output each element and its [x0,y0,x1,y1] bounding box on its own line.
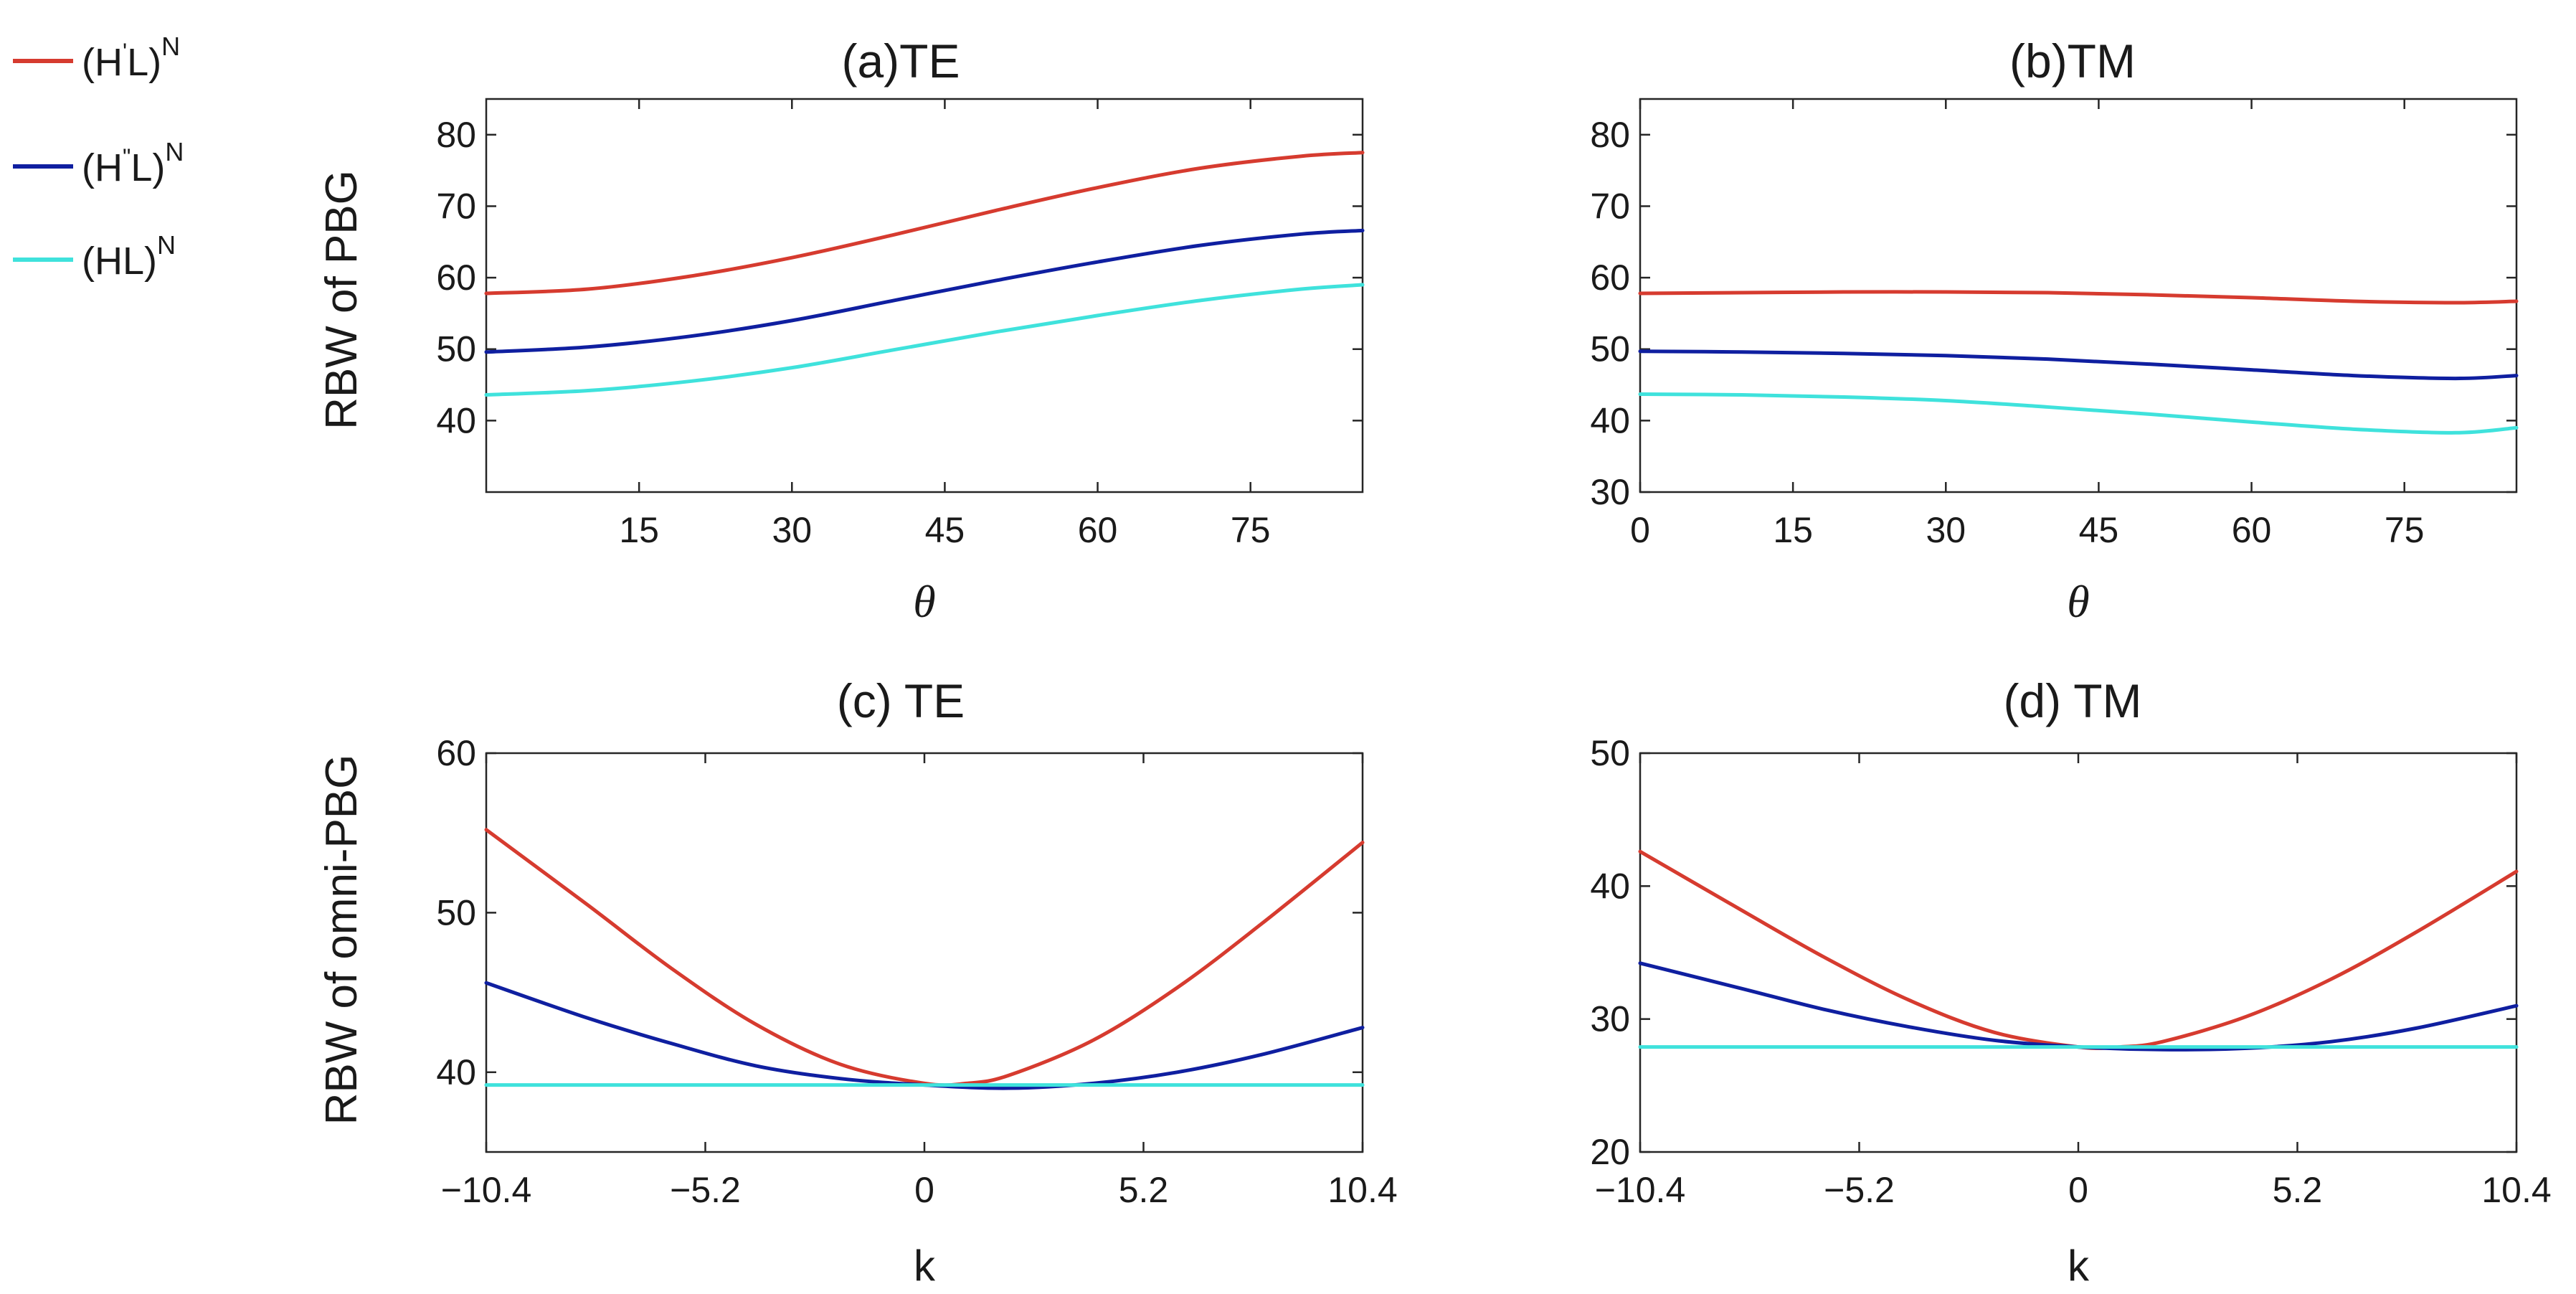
series-line [484,828,1365,1087]
x-tick-label: 15 [1773,510,1813,550]
y-tick-label: 60 [436,733,476,773]
axes-frame [1639,98,2518,493]
y-tick-label: 30 [1590,472,1630,512]
y-tick-label: 50 [436,892,476,932]
y-tick-label: 70 [436,186,476,226]
y-tick-label: 40 [1590,400,1630,440]
y-tick-label: 50 [1590,329,1630,369]
panel-title: (a)TE [842,34,960,88]
x-tick-label: 10.4 [1327,1170,1397,1210]
series-line [484,228,1365,354]
legend-label: (H'L)N [82,32,180,84]
legend-label: (H"L)N [82,137,184,189]
x-tick-label: 0 [1630,510,1650,550]
y-tick-label: 60 [436,258,476,298]
legend: (H'L)N (H"L)N (HL)N [13,32,184,283]
panel-d-tm: (d) TM −10.4 −5.2 0 5.2 10.4 20 30 40 50 k [1590,674,2551,1290]
x-tick-label: −10.4 [441,1170,532,1210]
x-tick-label: 75 [1231,510,1271,550]
series-line [1638,349,2519,381]
x-tick-label: 15 [619,510,659,550]
y-tick-label: 60 [1590,258,1630,298]
x-axis-label: θ [913,576,935,627]
series-line [1638,849,2519,1050]
x-tick-label: 5.2 [2273,1170,2323,1210]
x-tick-label: 30 [1926,510,1966,550]
y-tick-label: 50 [1590,733,1630,773]
x-tick-label: 60 [1078,510,1118,550]
panel-c-te: (c) TE −10.4 −5.2 0 5.2 10.4 40 50 60 k [436,674,1397,1290]
series-line [1638,392,2519,435]
panel-title: (d) TM [2003,674,2141,727]
series-line [484,151,1365,296]
x-tick-label: −5.2 [1824,1170,1895,1210]
x-axis-label: θ [2067,576,2089,627]
axes-frame [1639,752,2518,1153]
ylabel-top: RBW of PBG [317,170,366,430]
x-tick-label: 75 [2385,510,2425,550]
y-tick-label: 20 [1590,1132,1630,1172]
panel-a-te: (a)TE 15 30 45 60 75 40 50 60 70 80 θ [436,34,1365,627]
axes-frame [485,98,1364,493]
x-axis-label: k [2068,1242,2090,1290]
y-tick-label: 80 [436,115,476,155]
y-tick-label: 40 [436,1052,476,1092]
x-tick-label: 10.4 [2481,1170,2551,1210]
legend-label: (HL)N [82,230,176,283]
panel-b-tm: (b)TM 0 15 30 45 60 75 30 40 50 60 70 80 θ [1590,34,2519,627]
x-tick-label: 45 [2079,510,2119,550]
x-tick-label: 60 [2232,510,2272,550]
y-tick-label: 40 [1590,866,1630,906]
y-tick-label: 50 [436,329,476,369]
x-tick-label: −5.2 [670,1170,741,1210]
x-tick-label: 30 [772,510,812,550]
axes-frame [485,752,1364,1153]
y-tick-label: 30 [1590,999,1630,1039]
x-tick-label: 0 [2068,1170,2088,1210]
ylabel-bottom: RBW of omni-PBG [317,755,366,1125]
panel-title: (c) TE [837,674,965,727]
series-line [1638,961,2519,1052]
panel-title: (b)TM [2009,34,2136,88]
series-line [484,981,1365,1090]
legend-entry: (HL)N [13,230,176,283]
x-tick-label: 0 [914,1170,934,1210]
y-tick-label: 70 [1590,186,1630,226]
x-axis-label: k [914,1242,936,1290]
series-line [484,283,1365,397]
x-tick-label: 5.2 [1119,1170,1169,1210]
x-tick-label: 45 [925,510,965,550]
x-tick-label: −10.4 [1595,1170,1686,1210]
series-line [1638,290,2519,305]
legend-entry: (H'L)N [13,32,180,84]
y-tick-label: 40 [436,400,476,440]
y-tick-label: 80 [1590,115,1630,155]
legend-entry: (H"L)N [13,137,184,189]
